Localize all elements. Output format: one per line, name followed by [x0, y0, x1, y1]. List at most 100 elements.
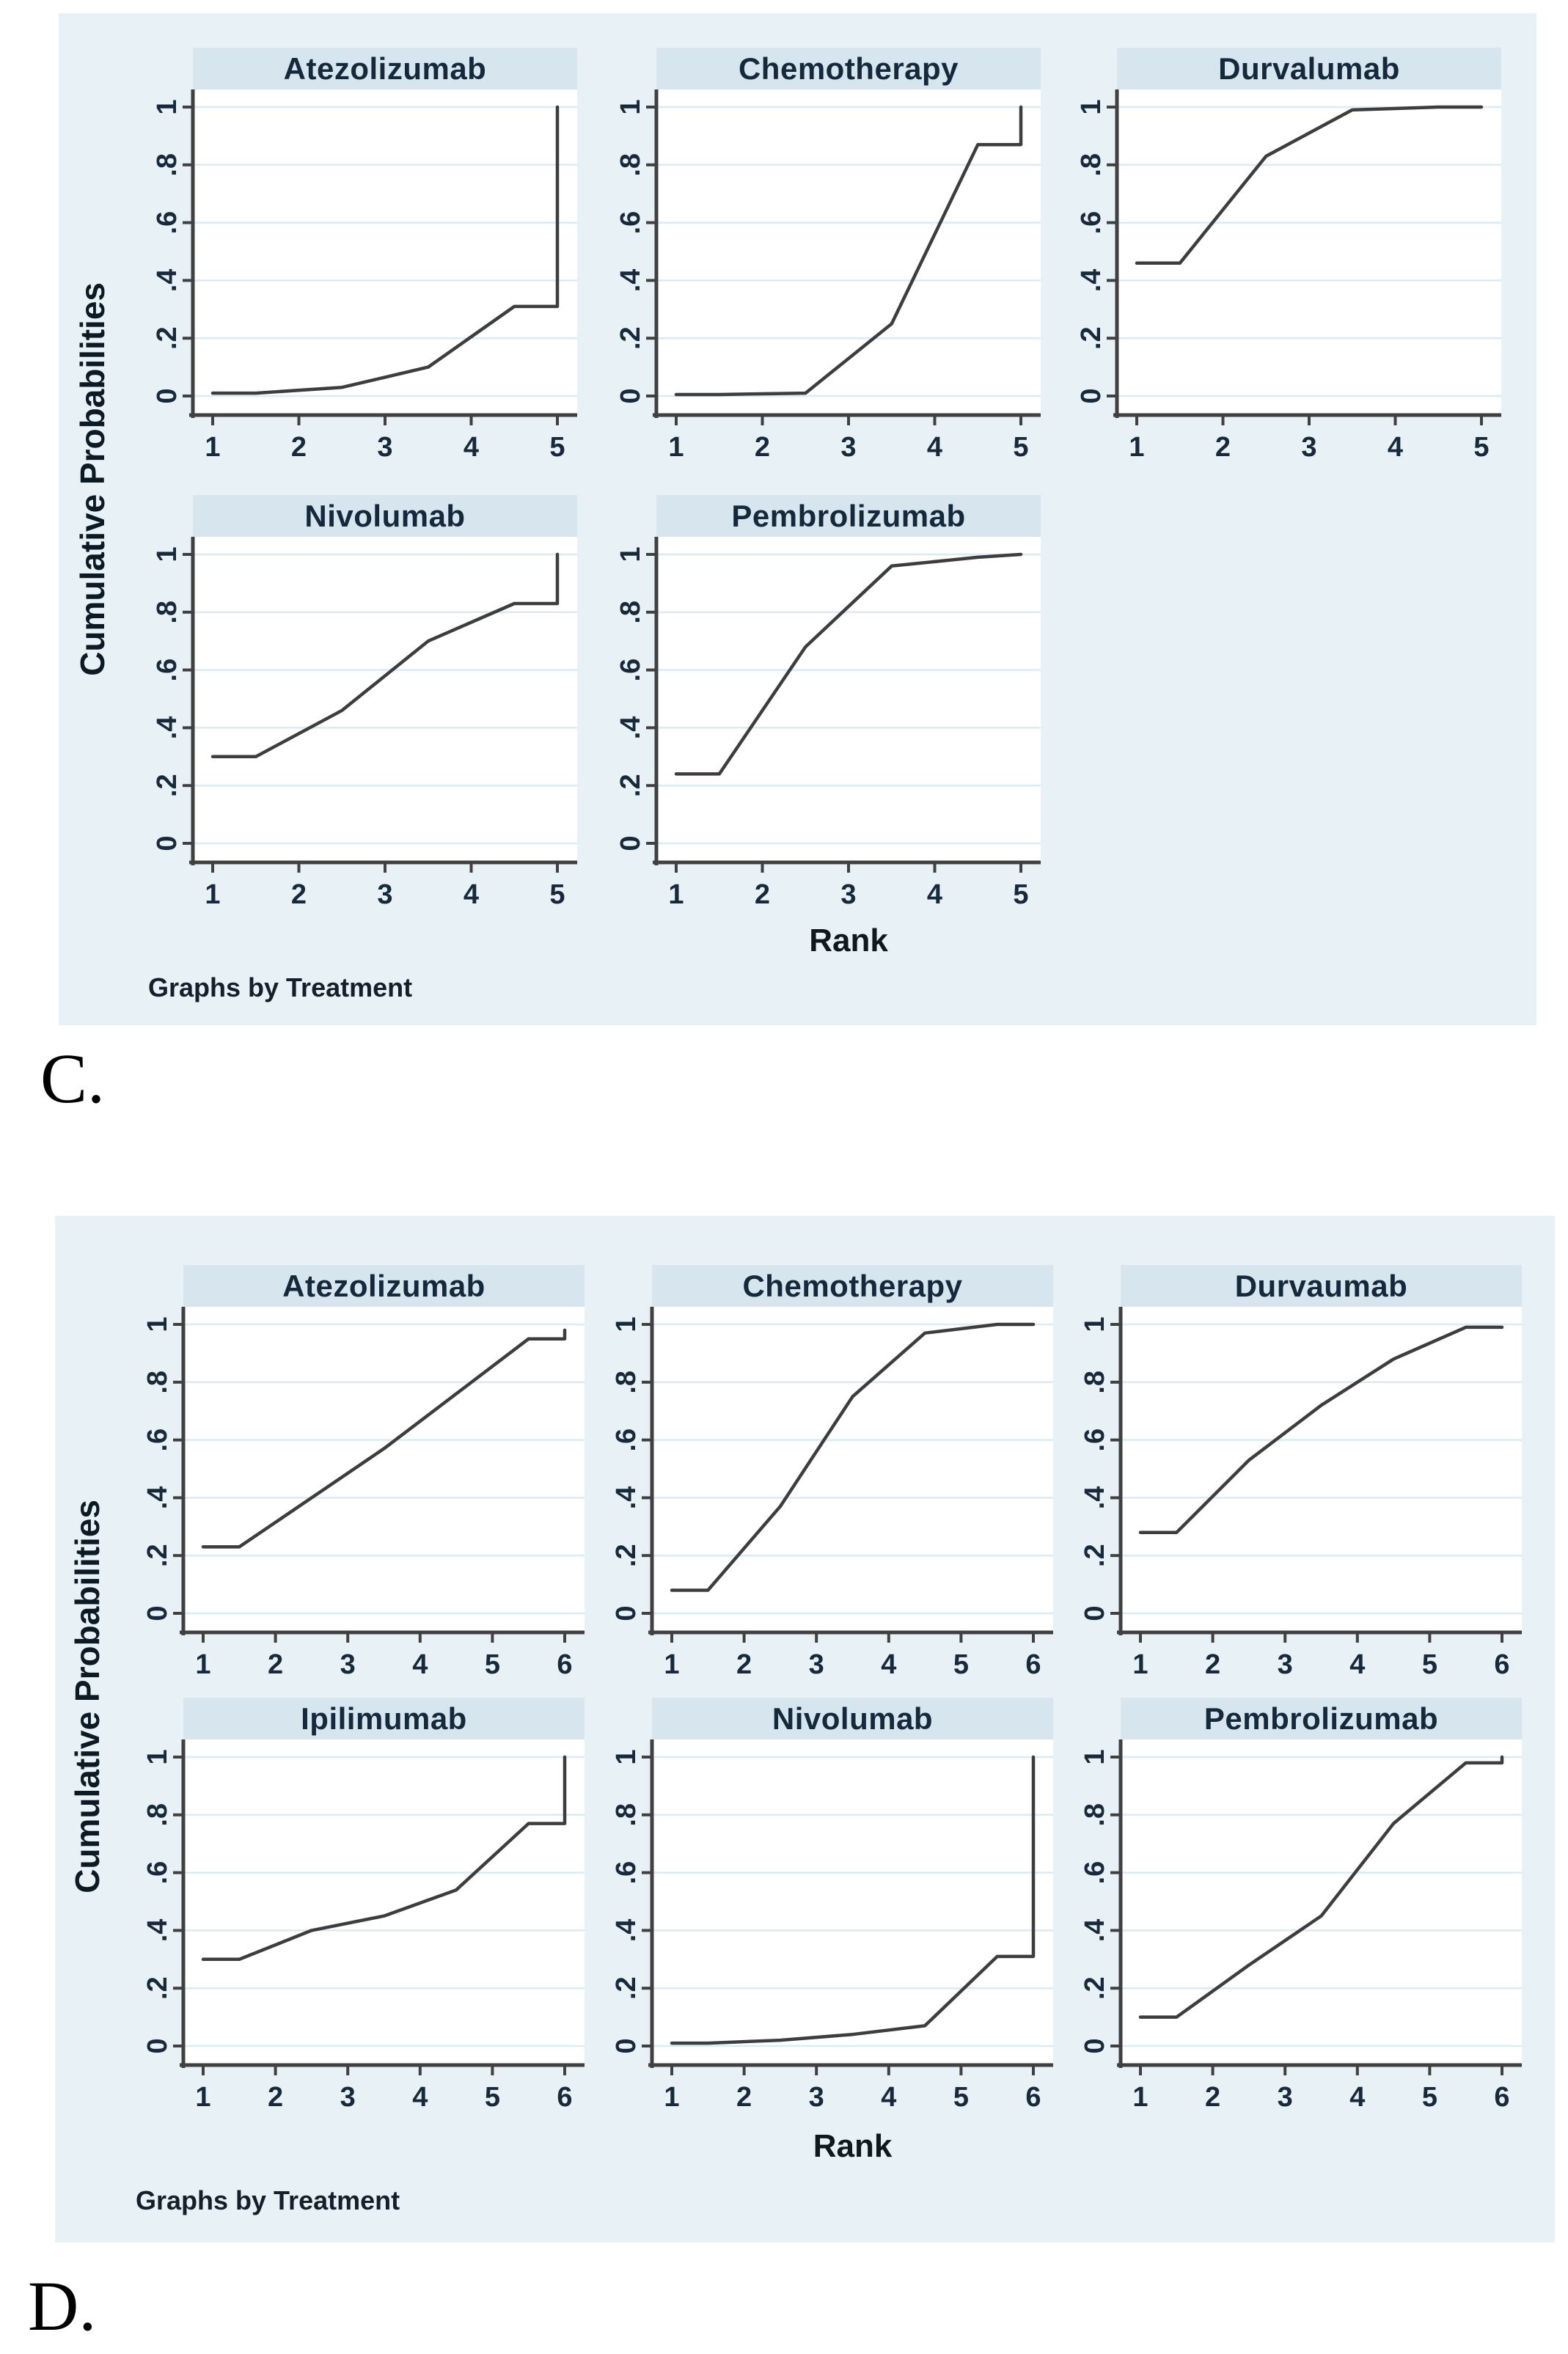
subplot-title: Pembrolizumab — [1121, 1698, 1522, 1739]
y-tick-label: .8 — [615, 601, 646, 624]
subplot-title: Chemotherapy — [656, 48, 1041, 89]
subplot-pembrolizumab: Pembrolizumab 0 .2 .4 .6 .8 1 1 2 3 4 5 — [601, 495, 1049, 914]
subplot-nivolumab: Nivolumab 0 .2 .4 .6 .8 1 1 2 3 4 5 6 — [597, 1698, 1062, 2116]
x-tick-label: 3 — [1301, 432, 1316, 463]
y-tick-label: 0 — [615, 835, 646, 851]
subplot-title: Nivolumab — [652, 1698, 1053, 1739]
subplot-chart: 0 .2 .4 .6 .8 1 1 2 3 4 5 6 — [611, 1739, 1053, 2113]
cumulative-probability-curve — [201, 1328, 567, 1549]
y-tick-label: 1 — [1080, 1316, 1110, 1332]
y-tick-label: .8 — [611, 1371, 642, 1394]
y-tick-label: 1 — [1080, 1749, 1110, 1764]
y-tick-label: .2 — [142, 1544, 173, 1567]
cumulative-probability-curve — [210, 552, 560, 759]
x-tick-label: 2 — [291, 879, 307, 910]
y-tick-label: .6 — [152, 211, 183, 235]
y-tick-label: 0 — [611, 2038, 642, 2053]
x-tick-label: 4 — [927, 879, 942, 910]
y-tick-label: 1 — [152, 546, 183, 562]
subplot-chart: 0 .2 .4 .6 .8 1 1 2 3 4 5 6 — [1080, 1739, 1522, 2113]
y-tick-label: .2 — [615, 326, 646, 350]
y-tick-label: .6 — [142, 1429, 173, 1452]
y-tick-label: .4 — [1080, 1486, 1110, 1510]
x-tick-label: 2 — [736, 2082, 752, 2113]
y-tick-label: .6 — [615, 659, 646, 682]
x-tick-label: 2 — [268, 1649, 283, 1680]
x-tick-label: 2 — [291, 432, 307, 463]
y-tick-label: .8 — [1076, 153, 1107, 177]
x-tick-label: 3 — [840, 432, 856, 463]
x-tick-label: 5 — [549, 432, 565, 463]
x-tick-label: 6 — [1494, 2082, 1509, 2113]
x-tick-label: 2 — [1205, 2082, 1220, 2113]
subplot-chart: 0 .2 .4 .6 .8 1 1 2 3 4 5 6 — [142, 1739, 585, 2113]
y-tick-label: .6 — [1076, 211, 1107, 235]
plot-area — [1121, 1307, 1522, 1632]
x-tick-label: 5 — [1422, 2082, 1437, 2113]
x-tick-label: 5 — [1473, 432, 1489, 463]
x-tick-label: 4 — [1349, 2082, 1365, 2113]
x-tick-label: 4 — [1388, 432, 1403, 463]
x-tick-label: 2 — [736, 1649, 752, 1680]
x-axis-title: Rank — [809, 923, 888, 958]
x-tick-label: 1 — [668, 432, 684, 463]
subplot-durvalumab: Durvalumab 0 .2 .4 .6 .8 1 1 2 3 4 5 — [1062, 48, 1510, 466]
y-tick-label: .2 — [611, 1976, 642, 2000]
x-tick-label: 2 — [1215, 432, 1231, 463]
plot-area — [193, 537, 577, 862]
x-tick-label: 3 — [377, 432, 392, 463]
subplot-chemotherapy: Chemotherapy 0 .2 .4 .6 .8 1 1 2 3 4 5 — [601, 48, 1049, 466]
x-tick-label: 3 — [809, 2082, 824, 2113]
y-tick-label: .8 — [152, 153, 183, 177]
subplot-title: Atezolizumab — [183, 1265, 585, 1307]
x-tick-label: 5 — [953, 2082, 969, 2113]
x-tick-label: 1 — [1132, 2082, 1148, 2113]
plot-area — [183, 1739, 585, 2065]
y-tick-label: .6 — [142, 1861, 173, 1885]
y-tick-label: .2 — [615, 774, 646, 797]
x-tick-label: 3 — [340, 2082, 356, 2113]
y-tick-label: 1 — [611, 1316, 642, 1332]
y-tick-label: .2 — [152, 326, 183, 350]
subplot-title: Nivolumab — [193, 495, 577, 537]
y-tick-label: .8 — [152, 601, 183, 624]
x-tick-label: 4 — [881, 1649, 896, 1680]
y-axis-title-text: Cumulative Probabilities — [68, 1499, 106, 1893]
y-tick-label: .2 — [1080, 1976, 1110, 2000]
y-tick-label: 0 — [142, 1605, 173, 1621]
cumulative-probability-curve — [670, 1755, 1036, 2045]
cumulative-probability-curve — [670, 1322, 1036, 1592]
subplot-atezolizumab: Atezolizumab 0 .2 .4 .6 .8 1 1 2 3 4 5 — [138, 48, 586, 466]
y-tick-label: 0 — [142, 2038, 173, 2053]
x-tick-label: 3 — [377, 879, 392, 910]
y-tick-label: 0 — [611, 1605, 642, 1621]
x-tick-label: 5 — [485, 2082, 500, 2113]
cumulative-probability-curve — [1138, 1755, 1504, 2019]
y-tick-label: .6 — [615, 211, 646, 235]
y-tick-label: .2 — [1080, 1544, 1110, 1567]
y-axis-title: Cumulative Probabilities — [61, 1319, 114, 2074]
figure-label-d: D. — [28, 2267, 97, 2345]
y-tick-label: 0 — [1076, 388, 1107, 403]
x-tick-label: 5 — [953, 1649, 969, 1680]
y-tick-label: 1 — [1076, 99, 1107, 114]
x-tick-label: 1 — [195, 1649, 210, 1680]
x-tick-label: 1 — [205, 879, 220, 910]
y-tick-label: .8 — [615, 153, 646, 177]
y-tick-label: .2 — [142, 1976, 173, 2000]
x-tick-label: 4 — [412, 1649, 428, 1680]
y-tick-label: .8 — [142, 1371, 173, 1394]
y-tick-label: 1 — [615, 546, 646, 562]
subplot-title: Durvaumab — [1121, 1265, 1522, 1307]
y-tick-label: .6 — [1080, 1429, 1110, 1452]
y-tick-label: .6 — [611, 1429, 642, 1452]
y-tick-label: 0 — [152, 388, 183, 403]
y-tick-label: 1 — [142, 1749, 173, 1764]
cumulative-probability-curve — [1135, 105, 1484, 265]
subplot-title: Chemotherapy — [652, 1265, 1053, 1307]
x-tick-label: 4 — [412, 2082, 428, 2113]
y-tick-label: .8 — [611, 1803, 642, 1827]
x-tick-label: 6 — [557, 1649, 572, 1680]
plot-area — [1121, 1739, 1522, 2065]
graphs-by-note: Graphs by Treatment — [136, 2185, 400, 2215]
